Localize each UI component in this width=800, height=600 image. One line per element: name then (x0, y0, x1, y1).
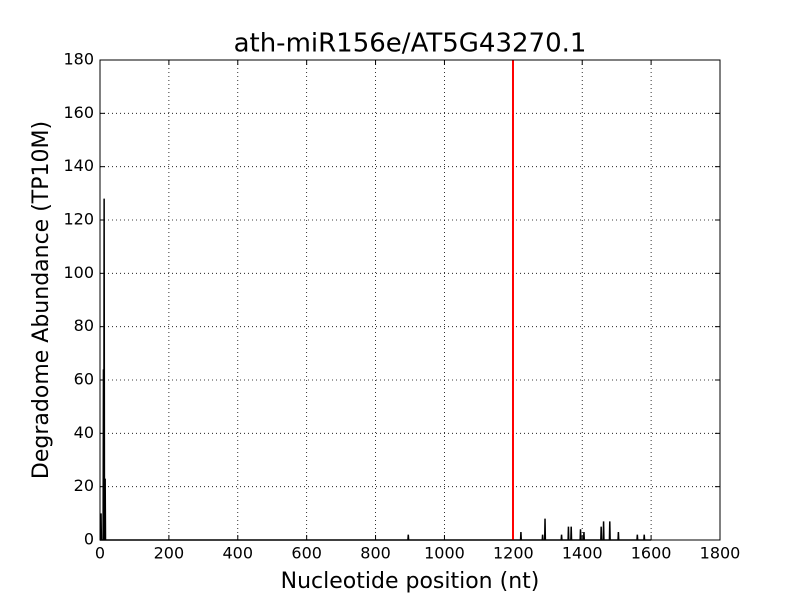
y-tick-label: 120 (63, 210, 94, 229)
y-tick-label: 160 (63, 103, 94, 122)
chart-title: ath-miR156e/AT5G43270.1 (234, 29, 587, 59)
x-tick-label: 1800 (700, 544, 741, 563)
y-tick-label: 100 (63, 263, 94, 282)
y-axis-label: Degradome Abundance (TP10M) (29, 121, 54, 479)
x-tick-label: 1600 (631, 544, 672, 563)
y-tick-label: 60 (74, 370, 94, 389)
y-tick-label: 0 (84, 530, 94, 549)
y-tick-label: 20 (74, 476, 94, 495)
x-tick-label: 200 (154, 544, 185, 563)
x-tick-label: 0 (95, 544, 105, 563)
x-tick-label: 1200 (493, 544, 534, 563)
plot-frame (99, 59, 721, 541)
x-tick-label: 400 (223, 544, 254, 563)
y-tick-label: 180 (63, 50, 94, 69)
y-tick-label: 40 (74, 423, 94, 442)
x-tick-label: 1400 (562, 544, 603, 563)
x-tick-label: 1000 (424, 544, 465, 563)
x-tick-label: 800 (360, 544, 391, 563)
x-axis-label: Nucleotide position (nt) (281, 569, 540, 594)
y-tick-label: 140 (63, 156, 94, 175)
y-tick-label: 80 (74, 316, 94, 335)
x-tick-label: 600 (291, 544, 322, 563)
